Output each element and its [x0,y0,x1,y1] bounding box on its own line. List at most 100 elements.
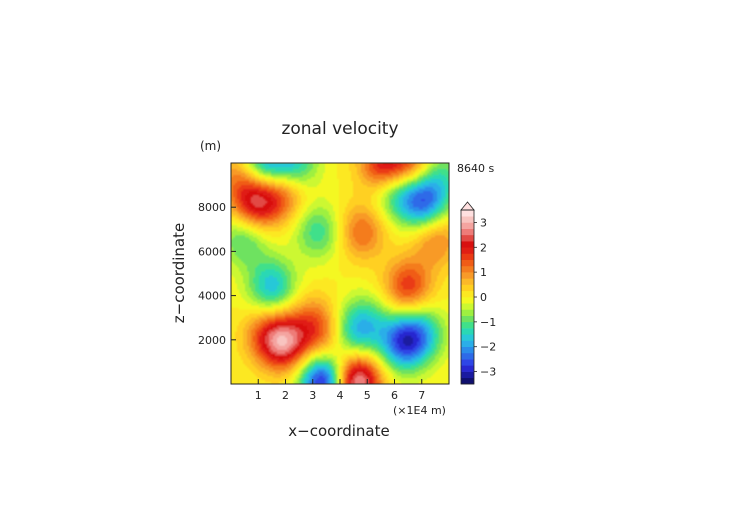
field-cell [355,163,358,166]
field-cell [275,197,278,200]
field-cell [259,211,262,214]
field-cell [231,235,234,238]
field-cell [383,169,386,172]
field-cell [231,195,234,198]
field-cell [351,211,354,214]
field-cell [357,191,360,194]
field-cell [315,219,318,222]
field-cell [235,227,238,230]
field-cell [237,187,240,190]
field-cell [405,193,408,196]
field-cell [325,191,328,194]
field-cell [307,229,310,232]
field-cell [297,223,300,226]
field-cell [413,231,416,234]
field-cell [425,213,428,216]
field-cell [335,217,338,220]
field-cell [273,199,276,202]
field-cell [279,217,282,220]
field-cell [295,185,298,188]
field-cell [381,191,384,194]
field-cell [349,179,352,182]
field-cell [293,229,296,232]
field-cell [415,225,418,228]
field-cell [287,231,290,234]
field-cell [359,191,362,194]
field-cell [379,163,382,166]
field-cell [299,193,302,196]
field-cell [343,169,346,172]
field-cell [377,187,380,190]
field-cell [293,201,296,204]
field-cell [333,191,336,194]
field-cell [255,211,258,214]
field-cell [421,219,424,222]
field-cell [337,163,340,166]
field-cell [245,225,248,228]
field-cell [385,223,388,226]
field-cell [367,215,370,218]
field-cell [405,171,408,174]
field-cell [433,217,436,220]
field-cell [379,215,382,218]
field-cell [303,167,306,170]
field-cell [345,221,348,224]
field-cell [279,183,282,186]
field-cell [311,169,314,172]
field-cell [277,215,280,218]
field-cell [247,195,250,198]
field-cell [387,229,390,232]
field-cell [395,191,398,194]
field-cell [419,201,422,204]
field-cell [275,225,278,228]
field-cell [427,165,430,168]
field-cell [387,187,390,190]
field-cell [313,185,316,188]
field-cell [331,217,334,220]
field-cell [365,207,368,210]
field-cell [421,201,424,204]
field-cell [437,203,440,206]
field-cell [359,215,362,218]
field-cell [341,233,344,236]
field-cell [443,187,446,190]
field-cell [367,227,370,230]
field-cell [419,177,422,180]
field-cell [423,173,426,176]
field-cell [247,235,250,238]
field-cell [415,183,418,186]
field-cell [345,181,348,184]
field-cell [261,171,264,174]
field-cell [397,201,400,204]
field-cell [295,217,298,220]
field-cell [361,223,364,226]
field-cell [431,191,434,194]
field-cell [409,213,412,216]
field-cell [231,193,234,196]
field-cell [395,181,398,184]
field-cell [421,177,424,180]
field-cell [343,235,346,238]
field-cell [379,205,382,208]
field-cell [303,175,306,178]
field-cell [245,227,248,230]
field-cell [325,199,328,202]
field-cell [443,213,446,216]
field-cell [405,165,408,168]
field-cell [361,219,364,222]
field-cell [369,209,372,212]
field-cell [235,215,238,218]
field-cell [257,181,260,184]
field-cell [331,173,334,176]
field-cell [429,225,432,228]
field-cell [439,225,442,228]
field-cell [419,167,422,170]
field-cell [387,207,390,210]
field-cell [257,197,260,200]
field-cell [443,173,446,176]
field-cell [259,177,262,180]
field-cell [389,171,392,174]
field-cell [373,229,376,232]
field-cell [367,179,370,182]
field-cell [255,183,258,186]
